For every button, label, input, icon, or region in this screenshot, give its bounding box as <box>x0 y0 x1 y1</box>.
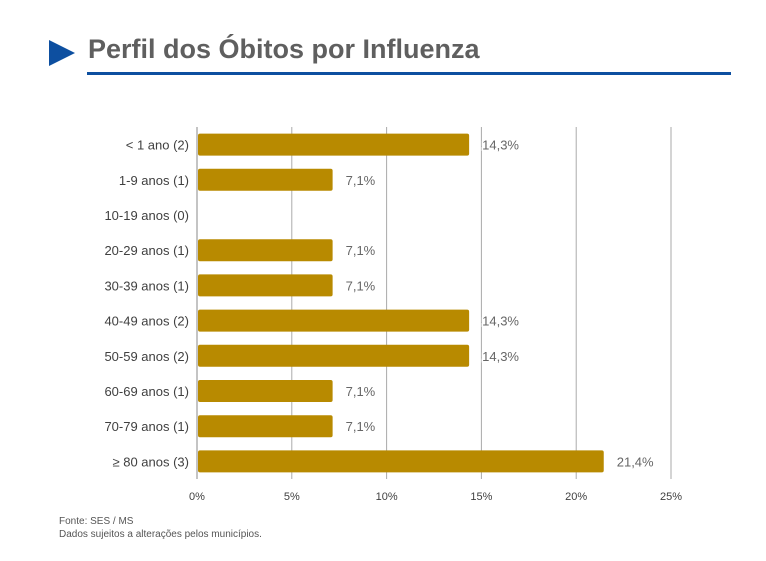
data-label: 7,1% <box>346 384 376 399</box>
title-arrow-icon <box>49 40 75 66</box>
category-label: 40-49 anos (2) <box>104 314 189 329</box>
data-label: 7,1% <box>346 419 376 434</box>
data-label: 14,3% <box>482 349 519 364</box>
bar <box>198 309 470 332</box>
title-underline <box>87 72 731 75</box>
bar-chart: 0% 5% 10% 15% 20% 25% < 1 ano (2) 14,3% 1-9 anos… <box>104 127 682 503</box>
data-label: 7,1% <box>346 173 376 188</box>
data-label: 14,3% <box>482 138 519 153</box>
bar <box>198 239 333 262</box>
category-label: < 1 ano (2) <box>126 138 189 153</box>
category-label: 1-9 anos (1) <box>119 173 189 188</box>
category-label: 10-19 anos (0) <box>104 208 189 223</box>
x-tick-label: 15% <box>470 491 492 503</box>
category-label: 70-79 anos (1) <box>104 419 189 434</box>
bar <box>198 274 333 297</box>
category-label: 60-69 anos (1) <box>104 384 189 399</box>
category-label: ≥ 80 anos (3) <box>112 454 189 469</box>
footer: Fonte: SES / MS Dados sujeitos a alteraç… <box>59 515 262 541</box>
bar <box>198 344 470 367</box>
note-text: Dados sujeitos a alterações pelos municí… <box>59 529 262 540</box>
category-label: 20-29 anos (1) <box>104 243 189 258</box>
x-tick-label: 20% <box>565 491 587 503</box>
page-title: Perfil dos Óbitos por Influenza <box>88 34 480 64</box>
bar <box>198 450 604 473</box>
bar <box>198 415 333 438</box>
bar <box>198 168 333 191</box>
x-tick-label: 5% <box>284 491 300 503</box>
data-label: 14,3% <box>482 314 519 329</box>
data-label: 7,1% <box>346 243 376 258</box>
bar <box>198 133 470 156</box>
bar <box>198 380 333 402</box>
source-text: Fonte: SES / MS <box>59 516 134 527</box>
category-label: 30-39 anos (1) <box>104 278 189 293</box>
x-tick-label: 10% <box>376 491 398 503</box>
category-label: 50-59 anos (2) <box>104 349 189 364</box>
x-tick-label: 0% <box>189 491 205 503</box>
data-label: 7,1% <box>346 278 376 293</box>
data-label: 21,4% <box>617 454 654 469</box>
x-tick-label: 25% <box>660 491 682 503</box>
